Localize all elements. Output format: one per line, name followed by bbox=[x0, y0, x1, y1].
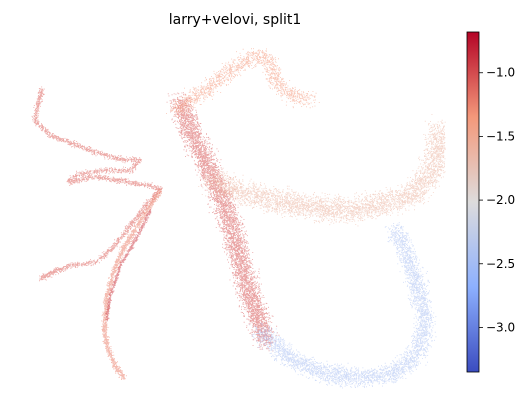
scatter-point-cloud bbox=[105, 209, 151, 322]
colorbar-tick-label: −1.5 bbox=[486, 129, 515, 143]
colorbar-gradient bbox=[467, 32, 479, 372]
colorbar-tick-label: −2.0 bbox=[486, 193, 515, 207]
colorbar-tick-label: −3.0 bbox=[486, 320, 515, 334]
colorbar-tick-label: −2.5 bbox=[486, 257, 515, 271]
scatter-point-cloud bbox=[249, 222, 436, 388]
chart-title: larry+velovi, split1 bbox=[169, 12, 302, 28]
scatter-region bbox=[167, 92, 280, 351]
colorbar: −3.0 −2.5 −2.0 −1.5 −1.0 bbox=[467, 32, 515, 372]
scatter-point-cloud bbox=[167, 92, 280, 351]
colorbar-tick-label: −1.0 bbox=[486, 66, 515, 80]
scatter-region bbox=[166, 48, 320, 120]
scatter-region bbox=[249, 222, 436, 388]
scatter-region bbox=[101, 189, 162, 380]
scatter-region bbox=[32, 87, 163, 282]
colorbar-ticks: −3.0 −2.5 −2.0 −1.5 −1.0 bbox=[479, 66, 515, 335]
scatter-points bbox=[32, 48, 446, 388]
scatter-region bbox=[105, 209, 151, 322]
scatter-point-cloud bbox=[166, 48, 320, 120]
scatter-point-cloud bbox=[101, 189, 162, 380]
scatter-point-cloud bbox=[32, 87, 163, 282]
